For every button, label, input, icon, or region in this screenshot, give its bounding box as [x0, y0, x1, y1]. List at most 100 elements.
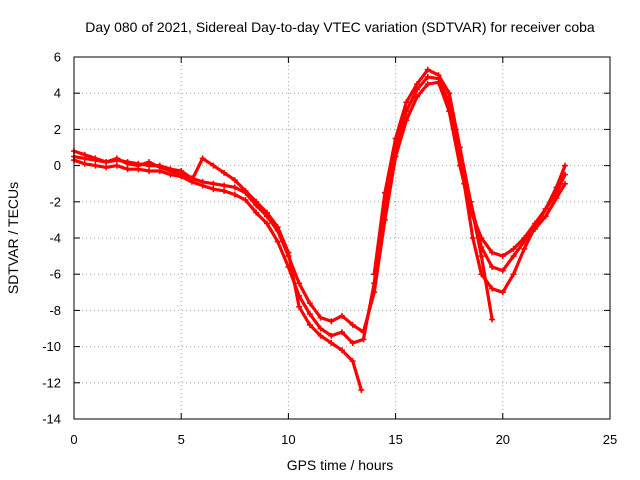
data-point [349, 321, 356, 328]
data-point [124, 160, 131, 167]
data-point [210, 180, 217, 187]
series-trace [72, 155, 363, 392]
data-point [156, 164, 163, 171]
data-point [103, 164, 110, 171]
data-point [339, 329, 345, 336]
data-point [210, 186, 217, 193]
data-point [358, 387, 365, 394]
data-point [403, 99, 410, 106]
data-point [296, 280, 303, 287]
data-point [317, 332, 324, 339]
data-point [424, 81, 431, 88]
series-trace [372, 68, 494, 321]
data-point [542, 206, 549, 213]
data-point [446, 90, 453, 97]
data-point [199, 155, 206, 162]
data-point [317, 325, 324, 332]
data-point [469, 235, 476, 241]
data-point [371, 280, 378, 287]
data-point [146, 168, 153, 175]
data-point [424, 66, 431, 73]
data-point [263, 209, 270, 216]
data-point [317, 314, 324, 321]
data-point [253, 198, 260, 205]
x-tick-label: 0 [70, 432, 77, 447]
data-point [478, 253, 485, 260]
y-tick-label: -4 [49, 231, 61, 246]
data-point [349, 339, 356, 346]
data-point [414, 81, 421, 88]
data-point [561, 162, 568, 169]
y-tick-label: -14 [42, 412, 61, 427]
data-point [499, 289, 506, 296]
data-point [328, 318, 335, 325]
y-tick-label: -8 [49, 303, 61, 318]
data-point [188, 177, 195, 184]
series-track-3 [71, 153, 365, 394]
y-tick-label: -12 [42, 375, 61, 390]
data-point [81, 160, 88, 167]
data-point [103, 158, 110, 165]
data-point [478, 271, 485, 278]
series-layer [71, 66, 568, 394]
data-point [210, 162, 217, 169]
data-point [461, 180, 468, 187]
data-point [349, 358, 356, 365]
data-point [231, 191, 238, 198]
x-tick-label: 10 [281, 432, 295, 447]
data-point [542, 213, 549, 220]
data-point [296, 303, 303, 310]
data-point [499, 253, 506, 260]
data-point [381, 189, 388, 196]
data-point [113, 162, 120, 169]
data-point [510, 253, 517, 260]
data-point [231, 184, 238, 191]
series-trace [454, 127, 567, 294]
data-point [499, 267, 506, 274]
data-point [553, 184, 560, 191]
x-tick-label: 20 [496, 432, 510, 447]
data-point [452, 126, 459, 133]
data-point [221, 187, 228, 194]
data-point [92, 162, 99, 169]
y-ticks: -14 -12 -10 -8 -6 -4 -2 0 2 4 6 [42, 50, 610, 427]
data-point [424, 73, 431, 80]
data-point [124, 166, 131, 173]
data-point [242, 196, 249, 203]
data-point [489, 249, 496, 256]
x-tick-label: 5 [178, 432, 185, 447]
data-point [489, 316, 496, 323]
data-point [521, 245, 528, 252]
data-point [253, 209, 260, 216]
data-point [221, 169, 228, 176]
x-axis-title: GPS time / hours [287, 457, 394, 473]
data-point [306, 311, 313, 318]
data-point [489, 263, 496, 270]
data-point [113, 155, 120, 162]
data-point [274, 238, 281, 245]
data-point [221, 182, 228, 189]
data-point [81, 155, 88, 162]
data-point [510, 271, 517, 278]
y-tick-label: 2 [54, 122, 61, 137]
y-tick-label: 6 [54, 50, 61, 65]
x-ticks: 0 5 10 15 20 25 [70, 57, 617, 447]
data-point [167, 168, 174, 175]
data-point [92, 157, 99, 164]
x-tick-label: 15 [388, 432, 402, 447]
data-point [146, 158, 153, 165]
data-point [285, 249, 292, 256]
y-tick-label: -2 [49, 194, 61, 209]
data-point [263, 220, 270, 227]
data-point [339, 347, 345, 354]
data-point [489, 285, 496, 292]
y-tick-label: 4 [54, 86, 61, 101]
y-axis-title: SDTVAR / TECUs [5, 182, 21, 294]
series-track-5 [452, 126, 568, 296]
data-point [510, 245, 517, 252]
data-point [306, 300, 313, 307]
data-point [199, 182, 206, 189]
data-point [274, 224, 281, 231]
data-point [371, 271, 378, 278]
data-point [178, 171, 185, 178]
